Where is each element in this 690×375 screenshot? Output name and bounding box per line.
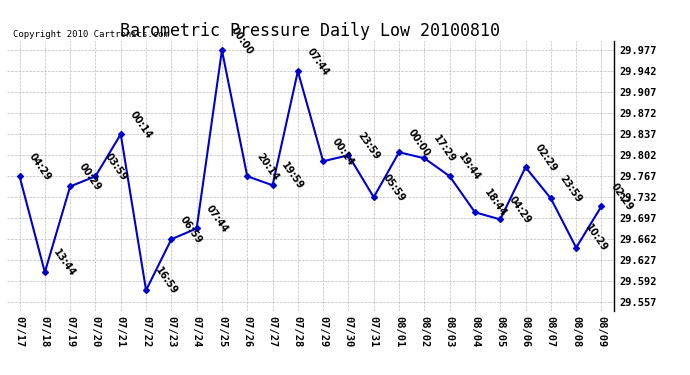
Text: 00:29: 00:29 bbox=[77, 162, 103, 193]
Text: 05:59: 05:59 bbox=[381, 172, 406, 203]
Text: 06:59: 06:59 bbox=[178, 214, 204, 245]
Text: 13:44: 13:44 bbox=[52, 247, 78, 278]
Text: 23:59: 23:59 bbox=[558, 174, 584, 205]
Text: 10:29: 10:29 bbox=[583, 223, 609, 254]
Text: 19:44: 19:44 bbox=[457, 151, 482, 182]
Text: 00:00: 00:00 bbox=[406, 127, 432, 158]
Text: 07:44: 07:44 bbox=[305, 46, 331, 77]
Text: 18:44: 18:44 bbox=[482, 187, 508, 218]
Text: 17:29: 17:29 bbox=[431, 133, 457, 164]
Text: 03:59: 03:59 bbox=[102, 151, 128, 182]
Text: 04:29: 04:29 bbox=[26, 151, 52, 182]
Text: 02:29: 02:29 bbox=[609, 181, 634, 212]
Text: 16:59: 16:59 bbox=[153, 265, 179, 296]
Text: 02:29: 02:29 bbox=[533, 142, 558, 173]
Text: 07:44: 07:44 bbox=[204, 204, 230, 235]
Text: 04:29: 04:29 bbox=[507, 195, 533, 226]
Text: 00:00: 00:00 bbox=[229, 25, 255, 56]
Text: 23:59: 23:59 bbox=[355, 130, 382, 161]
Text: 00:14: 00:14 bbox=[128, 109, 154, 140]
Title: Barometric Pressure Daily Low 20100810: Barometric Pressure Daily Low 20100810 bbox=[121, 22, 500, 40]
Text: 20:14: 20:14 bbox=[254, 151, 280, 182]
Text: Copyright 2010 Cartronics.com: Copyright 2010 Cartronics.com bbox=[13, 30, 169, 39]
Text: 00:14: 00:14 bbox=[330, 136, 356, 167]
Text: 19:59: 19:59 bbox=[279, 160, 306, 191]
